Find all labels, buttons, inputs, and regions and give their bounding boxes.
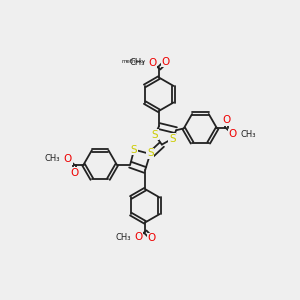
Text: S: S: [169, 134, 175, 144]
Text: CH₃: CH₃: [240, 130, 256, 139]
Text: O: O: [148, 233, 156, 243]
Text: O: O: [148, 58, 156, 68]
Text: S: S: [147, 148, 154, 158]
Text: methoxy: methoxy: [122, 59, 146, 64]
Text: S: S: [152, 130, 158, 140]
Text: O: O: [222, 115, 230, 125]
Text: CH₃: CH₃: [129, 58, 145, 67]
Text: O: O: [64, 154, 72, 164]
Text: O: O: [134, 232, 142, 242]
Text: CH₃: CH₃: [45, 154, 60, 164]
Text: O: O: [70, 168, 78, 178]
Text: S: S: [131, 145, 137, 155]
Text: O: O: [229, 129, 237, 139]
Text: CH₃: CH₃: [116, 233, 131, 242]
Text: O: O: [161, 57, 170, 67]
